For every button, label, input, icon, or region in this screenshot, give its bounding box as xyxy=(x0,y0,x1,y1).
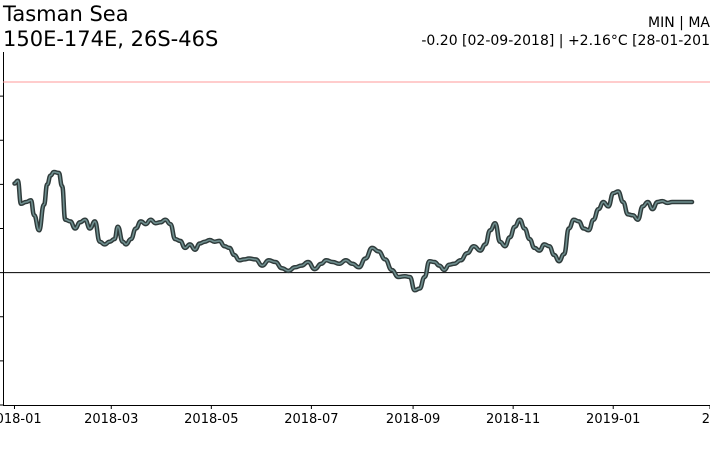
x-tick: 2018-07 xyxy=(284,405,339,427)
x-tick-label: 20 xyxy=(702,412,710,427)
x-tick-label: 2018-07 xyxy=(284,412,338,427)
x-tick: 2018-09 xyxy=(386,405,440,427)
x-tick-label: 2018-09 xyxy=(386,412,440,427)
x-tick-label: 2018-05 xyxy=(184,412,238,427)
x-tick-label: 2018-01 xyxy=(0,412,42,427)
series xyxy=(12,169,695,293)
min-max-values: -0.20 [02-09-2018] | +2.16°C [28-01-201 xyxy=(421,33,710,49)
x-tick: 2019-01 xyxy=(586,405,640,427)
axes xyxy=(3,52,710,406)
reference-lines xyxy=(3,81,710,274)
chart-title: Tasman Sea xyxy=(3,2,129,26)
min-max-header: MIN | MA xyxy=(648,15,710,31)
x-ticks: 2018-01 2018-03 2018-05 2018-07 2018-09 2018-… xyxy=(0,405,710,427)
x-tick-label: 2018-03 xyxy=(84,412,138,427)
y-ticks xyxy=(0,95,3,406)
x-tick: 2018-05 xyxy=(184,405,238,427)
x-tick-label: 2018-11 xyxy=(486,412,540,427)
x-tick: 2018-11 xyxy=(486,405,540,427)
x-tick: 2018-01 xyxy=(0,405,42,427)
x-tick: 2018-03 xyxy=(84,405,138,427)
x-tick: 20 xyxy=(702,405,710,427)
series-line xyxy=(13,171,693,292)
x-tick-label: 2019-01 xyxy=(586,412,640,427)
region-subtitle: 150E-174E, 26S-46S xyxy=(3,27,219,51)
